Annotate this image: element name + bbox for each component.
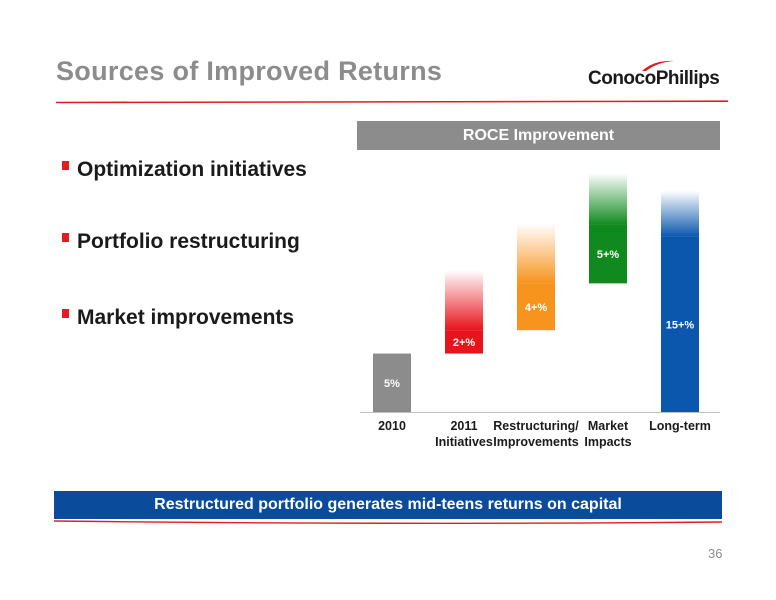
- logo-swoosh-icon: [642, 60, 674, 71]
- x-tick-label: Initiatives: [435, 435, 493, 449]
- bullet-item: Optimization initiatives: [62, 158, 307, 182]
- x-tick-label: 2011: [450, 419, 477, 433]
- x-tick-label: Impacts: [584, 435, 631, 449]
- footer-divider: [54, 520, 722, 524]
- data-label: 2+%: [453, 337, 476, 349]
- bullet-label: Market improvements: [77, 306, 295, 329]
- page-number: 36: [708, 546, 723, 561]
- bullet-item: Portfolio restructuring: [62, 230, 300, 254]
- bar-5: [661, 236, 699, 412]
- title-divider: [56, 100, 728, 104]
- bar-fade-4: [589, 172, 627, 225]
- data-label: 4+%: [525, 302, 548, 314]
- x-tick-label: Improvements: [493, 435, 578, 449]
- roce-waterfall-chart: 5% 2010 2+% 2011 Initiatives 4+% Restructuring…: [360, 172, 720, 449]
- bullet-marker-icon: [62, 233, 69, 242]
- bar-3: [517, 283, 555, 331]
- bullet-item: Market improvements: [62, 306, 294, 330]
- bar-fade-3: [517, 223, 555, 284]
- bar-fade-5: [661, 190, 699, 237]
- logo-text: ConocoPhillips: [588, 68, 720, 89]
- slide-title: Sources of Improved Returns: [56, 56, 443, 86]
- x-tick-label: Long-term: [649, 419, 711, 433]
- data-label: 5+%: [597, 249, 620, 261]
- bullet-marker-icon: [62, 161, 69, 170]
- x-tick-label: Market: [588, 419, 629, 433]
- x-tick-label: Restructuring/: [493, 419, 579, 433]
- bar-4: [589, 224, 627, 284]
- chart-title: ROCE Improvement: [357, 121, 720, 150]
- bar-1: [373, 353, 411, 412]
- bullet-marker-icon: [62, 309, 69, 318]
- bar-fade-2: [445, 270, 483, 331]
- bullet-label: Optimization initiatives: [77, 158, 307, 181]
- x-tick-label: 2010: [378, 419, 406, 433]
- bar-2: [445, 330, 483, 354]
- footer-banner: Restructured portfolio generates mid-tee…: [54, 491, 722, 519]
- data-label: 5%: [384, 378, 400, 390]
- conocophillips-logo: ConocoPhillips: [588, 60, 728, 96]
- data-label: 15+%: [666, 319, 695, 331]
- bullet-label: Portfolio restructuring: [77, 230, 300, 253]
